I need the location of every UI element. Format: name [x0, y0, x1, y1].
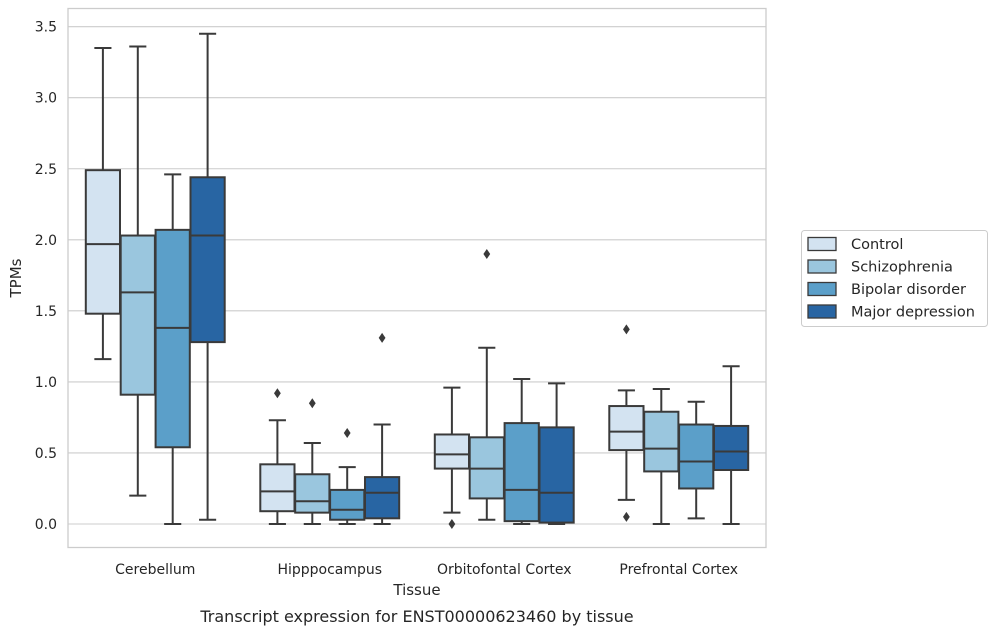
iqr-box	[294, 473, 331, 514]
legend-label: Major depression	[851, 305, 975, 321]
legend-label: Schizophrenia	[851, 260, 953, 276]
y-tick-label: 3.5	[35, 20, 57, 36]
y-tick-label: 2.0	[35, 233, 57, 249]
box-control	[433, 386, 471, 529]
legend-swatch	[807, 259, 837, 274]
box-control	[608, 324, 645, 522]
legend-label: Bipolar disorder	[851, 282, 966, 298]
y-axis-label: TPMs	[7, 258, 25, 298]
iqr-box	[84, 169, 122, 315]
outlier-point	[378, 332, 386, 343]
box-major-depression	[538, 382, 575, 525]
box-groups	[84, 32, 750, 529]
iqr-box	[154, 228, 191, 449]
iqr-box	[433, 433, 471, 470]
box-schizophrenia	[643, 388, 680, 525]
iqr-box	[189, 176, 226, 344]
legend-swatch	[807, 281, 837, 297]
box-bipolar-disorder	[329, 428, 366, 525]
outlier-point	[274, 388, 281, 399]
iqr-box	[538, 426, 575, 524]
x-axis-label: Tissue	[392, 581, 440, 599]
iqr-box	[119, 234, 156, 396]
y-tick-label: 1.5	[35, 304, 57, 320]
y-tick-label: 0.0	[35, 517, 57, 533]
iqr-box	[678, 423, 715, 490]
box-major-depression	[189, 32, 226, 521]
plot-frame	[67, 7, 767, 549]
y-tick-label: 0.5	[35, 446, 57, 462]
x-tick-label: Cerebellum	[115, 562, 195, 578]
box-schizophrenia	[294, 398, 331, 525]
iqr-box	[503, 422, 540, 523]
iqr-box	[643, 410, 680, 473]
x-tick-label: Hipppocampus	[277, 562, 382, 578]
chart-caption: Transcript expression for ENST0000062346…	[199, 607, 633, 626]
iqr-box	[608, 405, 645, 452]
box-major-depression	[712, 365, 750, 525]
outlier-point	[483, 249, 491, 260]
box-bipolar-disorder	[503, 378, 540, 525]
box-bipolar-disorder	[678, 400, 715, 520]
outlier-point	[343, 428, 351, 439]
box-control	[259, 388, 296, 525]
outlier-point	[448, 519, 456, 529]
y-tick-labels: 0.0 0.5 1.0 1.5 2.0 2.5 3.0 3.5	[35, 20, 57, 533]
legend-swatch	[807, 236, 837, 252]
outlier-point	[623, 324, 630, 335]
y-tick-label: 1.0	[35, 375, 57, 391]
y-tick-label: 2.5	[35, 162, 57, 178]
legend-frame	[801, 230, 988, 327]
y-tick-label: 3.0	[35, 91, 57, 107]
iqr-box	[712, 424, 750, 472]
box-schizophrenia	[468, 249, 505, 521]
box-bipolar-disorder	[154, 173, 191, 525]
iqr-box	[259, 463, 296, 513]
x-tick-label: Prefrontal Cortex	[619, 562, 738, 578]
x-tick-label: Orbitofontal Cortex	[437, 562, 572, 578]
outlier-point	[623, 511, 630, 522]
iqr-box	[329, 488, 366, 521]
box-major-depression	[363, 332, 401, 525]
box-control	[84, 46, 122, 361]
legend-swatch	[807, 304, 837, 319]
box-schizophrenia	[119, 45, 156, 497]
outlier-point	[308, 398, 316, 409]
legend: Control Schizophrenia Bipolar disorder Majo…	[801, 230, 988, 327]
legend-label: Control	[851, 237, 903, 253]
x-tick-labels: Cerebellum Hipppocampus Orbitofontal Corte…	[115, 562, 738, 578]
iqr-box	[363, 476, 401, 520]
